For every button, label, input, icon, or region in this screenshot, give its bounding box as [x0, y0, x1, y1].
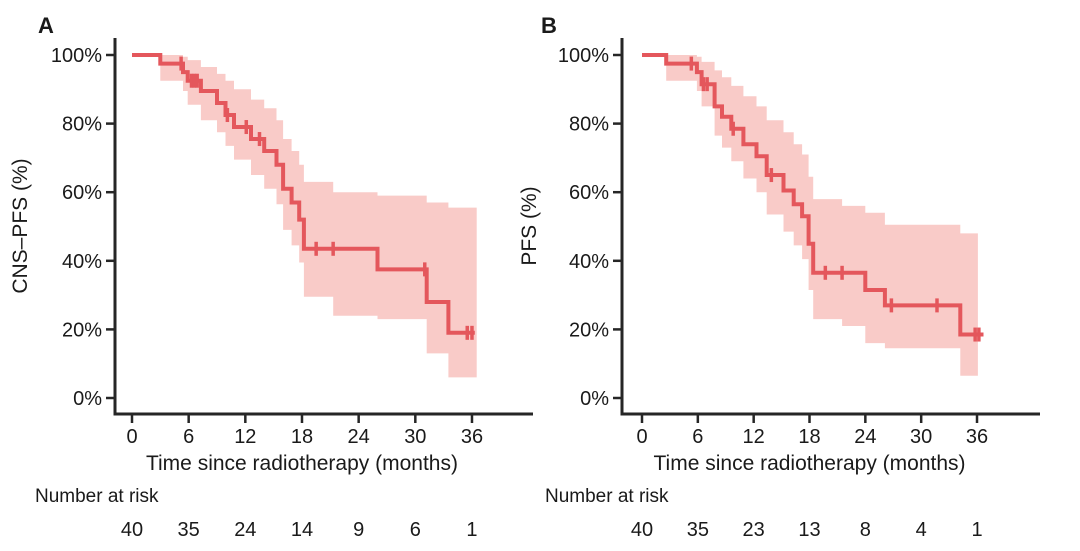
panel-b-y-tick-label: 60% — [569, 182, 609, 204]
panel-a-x-tick-label: 36 — [461, 426, 483, 448]
panel-a-x-tick-label: 30 — [404, 426, 426, 448]
panel-b-risk-count: 35 — [687, 519, 709, 541]
panel-a-x-tick-label: 12 — [234, 426, 256, 448]
panel-b-risk-count: 13 — [798, 519, 820, 541]
panel-a-survival-curve — [132, 53, 475, 335]
panel-b-x-tick-label: 18 — [798, 426, 820, 448]
panel-b-x-tick-label: 6 — [692, 426, 703, 448]
panel-a-x-tick-label: 18 — [291, 426, 313, 448]
panel-a-risk-count: 14 — [291, 519, 313, 541]
panel-a-risk-count: 40 — [121, 519, 143, 541]
panel-a-risk-count: 6 — [410, 519, 421, 541]
panel-a-y-axis-title: CNS–PFS (%) — [9, 158, 32, 293]
panel-a-y-tick-label: 0% — [73, 388, 102, 410]
panel-b-y-tick-label: 80% — [569, 114, 609, 136]
panel-b-risk-count: 8 — [860, 519, 871, 541]
panel-b-x-axis-title: Time since radiotherapy (months) — [654, 452, 966, 475]
panel-a-y-tick-label: 100% — [51, 45, 102, 67]
panel-a-x-tick-label: 24 — [348, 426, 370, 448]
panel-a-x-tick-label: 6 — [183, 426, 194, 448]
panel-a-risk-count: 24 — [234, 519, 256, 541]
panel-a-y-tick-label: 60% — [62, 182, 102, 204]
panel-b-x-tick-label: 24 — [854, 426, 876, 448]
panel-a-risk-count: 35 — [178, 519, 200, 541]
panel-b-risk-count: 4 — [916, 519, 927, 541]
panel-b-x-tick-label: 0 — [636, 426, 647, 448]
panel-b-risk-count: 1 — [971, 519, 982, 541]
panel-b-survival-curve — [642, 53, 984, 337]
panel-a-risk-count: 1 — [466, 519, 477, 541]
panel-b-y-tick-label: 40% — [569, 251, 609, 273]
panel-a-risk-table-header: Number at risk — [35, 486, 159, 507]
panel-b-x-tick-label: 30 — [910, 426, 932, 448]
panel-a-y-tick-label: 80% — [62, 114, 102, 136]
panel-b-y-tick-label: 0% — [580, 388, 609, 410]
panel-a-x-tick-label: 0 — [126, 426, 137, 448]
panel-b-y-tick-label: 100% — [558, 45, 609, 67]
panel-b-x-tick-label: 12 — [743, 426, 765, 448]
panel-b-y-tick-label: 20% — [569, 319, 609, 341]
panel-b-risk-table-header: Number at risk — [545, 486, 669, 507]
panel-a-label: A — [38, 13, 54, 38]
panel-a-y-tick-label: 40% — [62, 251, 102, 273]
panel-b-risk-count: 40 — [631, 519, 653, 541]
panel-b-risk-count: 23 — [743, 519, 765, 541]
panel-a-confidence-band — [160, 55, 477, 378]
panel-b-x-tick-label: 36 — [966, 426, 988, 448]
panel-b-label: B — [541, 13, 557, 38]
panel-a-risk-count: 9 — [353, 519, 364, 541]
panel-b-y-axis-title: PFS (%) — [518, 186, 541, 265]
panel-a-y-tick-label: 20% — [62, 319, 102, 341]
panel-a-x-axis-title: Time since radiotherapy (months) — [146, 452, 458, 475]
